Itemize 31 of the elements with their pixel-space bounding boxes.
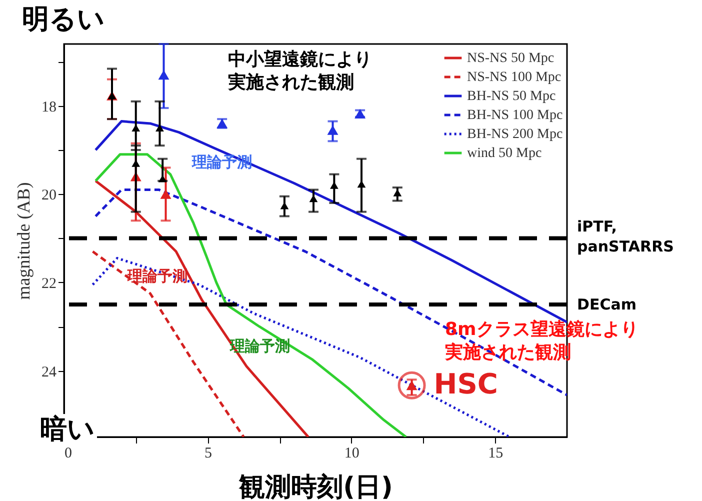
line-series <box>94 180 310 437</box>
y-tick-label: 18 <box>42 99 56 116</box>
y-tick-label: 22 <box>42 276 56 292</box>
y-axis-title: magnitude (AB) <box>14 182 34 300</box>
x-tick-label: 15 <box>488 446 504 462</box>
legend-label: BH-NS 100 Mpc <box>467 108 563 123</box>
x-tick-label: 10 <box>344 446 360 462</box>
point <box>160 189 172 199</box>
annotation: 中小望遠鏡により <box>228 49 372 71</box>
point <box>158 70 170 80</box>
ref-line-label: DECam <box>577 296 636 314</box>
legend-label: BH-NS 200 Mpc <box>467 127 563 142</box>
ref-line-label: iPTF, panSTARRS <box>577 217 674 256</box>
annotation: HSC <box>434 367 498 400</box>
y-tick-label: 24 <box>42 364 57 380</box>
x-tick-label: 5 <box>204 446 212 462</box>
annotation: 実施された観測 <box>228 72 354 94</box>
annotation: 暗い <box>38 414 97 446</box>
legend-label: BH-NS 50 Mpc <box>467 89 556 104</box>
point <box>158 175 167 182</box>
point <box>393 189 402 196</box>
text: 明るい <box>20 4 107 36</box>
point <box>132 160 140 167</box>
legend-label: NS-NS 50 Mpc <box>467 51 554 66</box>
point <box>327 125 338 135</box>
x-axis-title: 観測時刻(日) <box>238 472 393 501</box>
y-tick-label: 20 <box>42 188 56 204</box>
line-series <box>94 153 408 437</box>
legend-label: wind 50 Mpc <box>467 146 542 161</box>
legend-label: NS-NS 100 Mpc <box>467 70 562 85</box>
x-tick-label: 0 <box>64 446 72 462</box>
